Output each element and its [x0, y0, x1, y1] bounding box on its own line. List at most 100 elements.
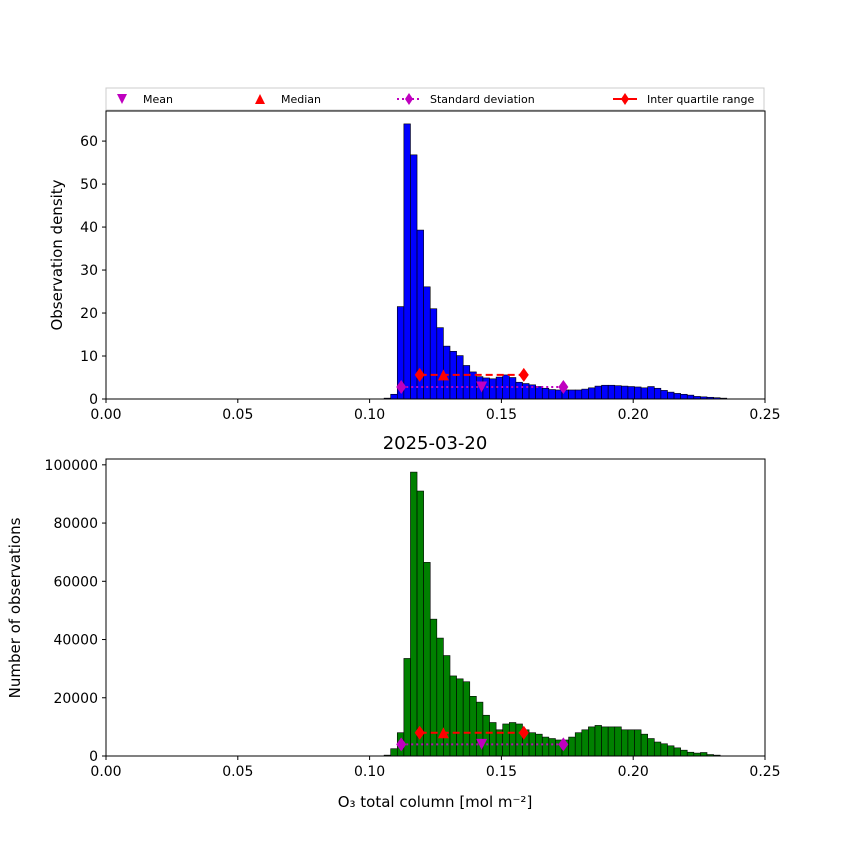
legend: Mean Median Standard deviation Inter qua… — [105, 87, 765, 111]
histogram-bar — [541, 736, 550, 757]
histogram-bar — [653, 741, 662, 757]
histogram-bar — [581, 729, 589, 757]
plot-frame — [105, 110, 766, 400]
histogram-bar — [535, 386, 543, 400]
histogram-bar — [686, 751, 695, 757]
histogram-bar — [495, 729, 504, 757]
histogram-bar — [449, 675, 457, 757]
histogram-bar — [680, 393, 688, 400]
median-marker — [437, 369, 449, 381]
histogram-bar — [614, 726, 622, 757]
histogram-bars — [383, 123, 728, 400]
histogram-bar — [482, 714, 490, 757]
histogram-bar — [469, 371, 477, 400]
std-marker — [558, 737, 569, 752]
histogram-bar — [410, 154, 418, 400]
std-marker — [396, 379, 407, 394]
histogram-bar — [522, 383, 530, 400]
histogram-bar — [588, 726, 596, 757]
histogram-bar — [541, 387, 550, 400]
histogram-bar — [423, 286, 431, 400]
histogram-bar — [502, 374, 510, 400]
y-tick-label: 30 — [80, 263, 98, 279]
histogram-bar — [594, 385, 602, 400]
x-tick-label: 0.25 — [749, 764, 780, 780]
histogram-bar — [686, 394, 695, 400]
x-tick-label: 0.15 — [486, 764, 517, 780]
histogram-bar — [601, 384, 609, 400]
histogram-bar — [423, 562, 431, 757]
histogram-bar — [653, 387, 662, 400]
histogram-bar — [456, 355, 464, 400]
chart-title: 2025-03-20 — [383, 433, 488, 454]
histogram-bar — [403, 658, 411, 757]
histogram-bar — [607, 726, 616, 757]
y-tick-label: 80000 — [53, 516, 98, 532]
legend-median-marker — [255, 94, 265, 104]
histogram-bar — [640, 733, 648, 757]
iqr-marker — [414, 725, 425, 740]
histogram-bar — [555, 389, 563, 400]
histogram-bar — [469, 696, 477, 757]
y-tick-label: 0 — [89, 749, 98, 765]
statistics-markers — [396, 367, 569, 394]
histogram-bar — [673, 747, 681, 757]
histogram-bar — [502, 723, 510, 757]
y-tick-label: 60 — [80, 134, 98, 150]
x-tick-label: 0.10 — [354, 407, 385, 423]
legend-entry-mean: Mean — [117, 93, 173, 106]
histogram-bar — [574, 389, 583, 400]
y-tick-label: 10 — [80, 349, 98, 365]
histogram-bar — [660, 743, 668, 757]
legend-iqr-marker — [621, 93, 629, 105]
histogram-bar — [509, 722, 517, 757]
histogram-bar — [548, 389, 556, 400]
histogram-bar — [515, 723, 523, 757]
iqr-marker — [414, 367, 425, 382]
plot-frame — [105, 458, 766, 757]
y-tick-label: 0 — [89, 392, 98, 408]
histogram-bar — [700, 752, 708, 757]
count-histogram: 2025-03-20 0.00 0.05 0.10 0.15 0.20 0.25 0 200… — [6, 433, 781, 811]
histogram-bar — [410, 471, 418, 757]
x-tick-label: 0.00 — [90, 407, 121, 423]
histogram-bar — [614, 385, 622, 400]
histogram-bar — [680, 749, 688, 757]
histogram-bar — [489, 378, 497, 400]
histogram-bar — [634, 729, 642, 757]
legend-entry-median: Median — [255, 93, 321, 106]
y-axis-ticks: 0 20000 40000 60000 80000 100000 — [45, 458, 106, 765]
x-tick-label: 0.05 — [222, 407, 253, 423]
y-tick-label: 20 — [80, 306, 98, 322]
density-histogram: 0.00 0.05 0.10 0.15 0.20 0.25 0 10 20 30 40 50 60 O… — [48, 110, 781, 423]
histogram-bar — [621, 729, 629, 757]
histogram-bar — [489, 722, 497, 757]
histogram-bar — [647, 386, 655, 400]
x-tick-label: 0.20 — [618, 764, 649, 780]
histogram-bar — [495, 376, 504, 400]
histogram-bar — [403, 123, 411, 400]
histogram-bar — [568, 736, 576, 757]
std-marker — [396, 737, 407, 752]
y-axis-ticks: 0 10 20 30 40 50 60 — [80, 134, 106, 408]
histogram-bar — [667, 745, 675, 757]
histogram-bar — [574, 732, 583, 757]
y-tick-label: 40 — [80, 220, 98, 236]
mean-marker — [476, 738, 488, 750]
y-tick-label: 40000 — [53, 633, 98, 649]
histogram-bar — [581, 388, 589, 400]
histogram-bar — [568, 389, 576, 400]
median-marker — [437, 727, 449, 739]
x-axis-ticks: 0.00 0.05 0.10 0.15 0.20 0.25 — [90, 399, 781, 423]
y-axis-label: Number of observations — [6, 517, 24, 698]
legend-median-label: Median — [281, 93, 321, 106]
histogram-bar — [436, 637, 444, 757]
histogram-bar — [588, 387, 596, 400]
histogram-bar — [601, 726, 609, 757]
iqr-marker — [518, 725, 529, 740]
y-tick-label: 50 — [80, 177, 98, 193]
legend-std-marker — [405, 93, 413, 105]
histogram-bar — [627, 729, 635, 757]
x-tick-label: 0.00 — [90, 764, 121, 780]
